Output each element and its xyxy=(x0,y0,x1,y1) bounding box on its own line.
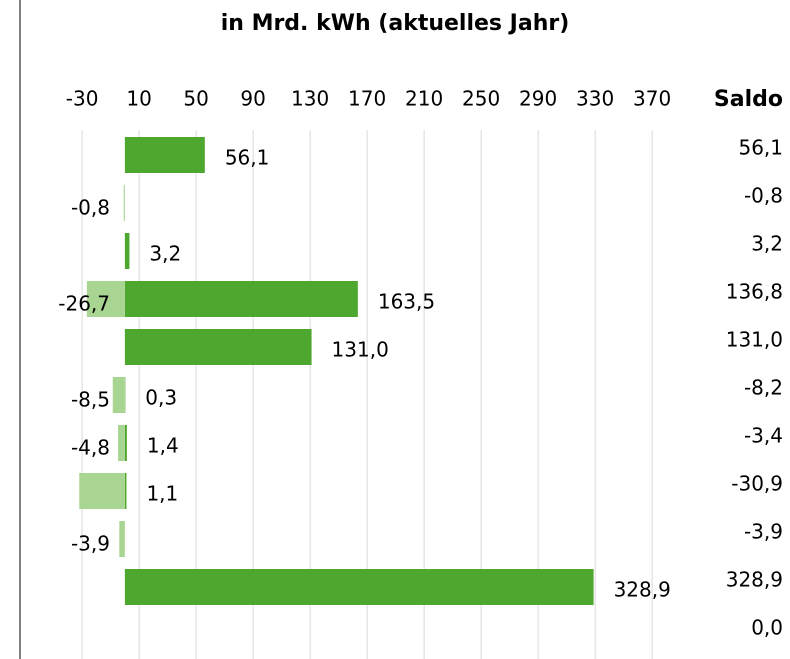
x-tick-label: 290 xyxy=(519,87,557,111)
x-tick-label: 50 xyxy=(183,87,208,111)
value-label: 163,5 xyxy=(378,290,435,314)
x-tick-label: 130 xyxy=(291,87,329,111)
value-label: 0,3 xyxy=(145,386,177,410)
bar xyxy=(86,281,125,317)
bar xyxy=(124,569,594,605)
saldo-value: -3,9 xyxy=(744,520,783,544)
bar xyxy=(124,473,127,509)
chart-title: in Mrd. kWh (aktuelles Jahr) xyxy=(221,11,570,36)
bar xyxy=(118,425,125,461)
saldo-header: Saldo xyxy=(714,87,783,112)
bar xyxy=(123,185,125,221)
saldo-value: 328,9 xyxy=(726,568,783,592)
x-tick-label: 210 xyxy=(405,87,443,111)
bar xyxy=(112,377,125,413)
value-label: 1,4 xyxy=(147,434,179,458)
saldo-value: 136,8 xyxy=(726,280,783,304)
x-tick-label: 10 xyxy=(126,87,151,111)
value-label: 56,1 xyxy=(225,146,270,170)
value-label: -4,8 xyxy=(71,436,110,460)
bar xyxy=(124,329,312,365)
bar xyxy=(79,473,125,509)
saldo-value: 131,0 xyxy=(726,328,783,352)
x-tick-label: 370 xyxy=(633,87,671,111)
x-tick-label: 330 xyxy=(576,87,614,111)
saldo-value: -8,2 xyxy=(744,376,783,400)
value-label: 131,0 xyxy=(332,338,389,362)
value-label: -8,5 xyxy=(71,388,110,412)
value-label: 328,9 xyxy=(614,578,671,602)
bar xyxy=(124,281,358,317)
value-label: -0,8 xyxy=(71,196,110,220)
bar xyxy=(124,233,130,269)
x-tick-label: 90 xyxy=(240,87,265,111)
x-tick-label: 170 xyxy=(348,87,386,111)
bar xyxy=(124,137,205,173)
bar xyxy=(124,425,127,461)
value-label: 1,1 xyxy=(146,482,178,506)
saldo-value: 0,0 xyxy=(751,616,783,640)
bar xyxy=(119,521,125,557)
saldo-value: -0,8 xyxy=(744,184,783,208)
value-label: 3,2 xyxy=(149,242,181,266)
x-tick-label: -30 xyxy=(66,87,99,111)
saldo-value: -3,4 xyxy=(744,424,783,448)
value-label: -3,9 xyxy=(71,532,110,556)
x-tick-label: 250 xyxy=(462,87,500,111)
saldo-value: -30,9 xyxy=(731,472,783,496)
value-label: -26,7 xyxy=(58,292,110,316)
saldo-value: 3,2 xyxy=(751,232,783,256)
saldo-value: 56,1 xyxy=(738,136,783,160)
